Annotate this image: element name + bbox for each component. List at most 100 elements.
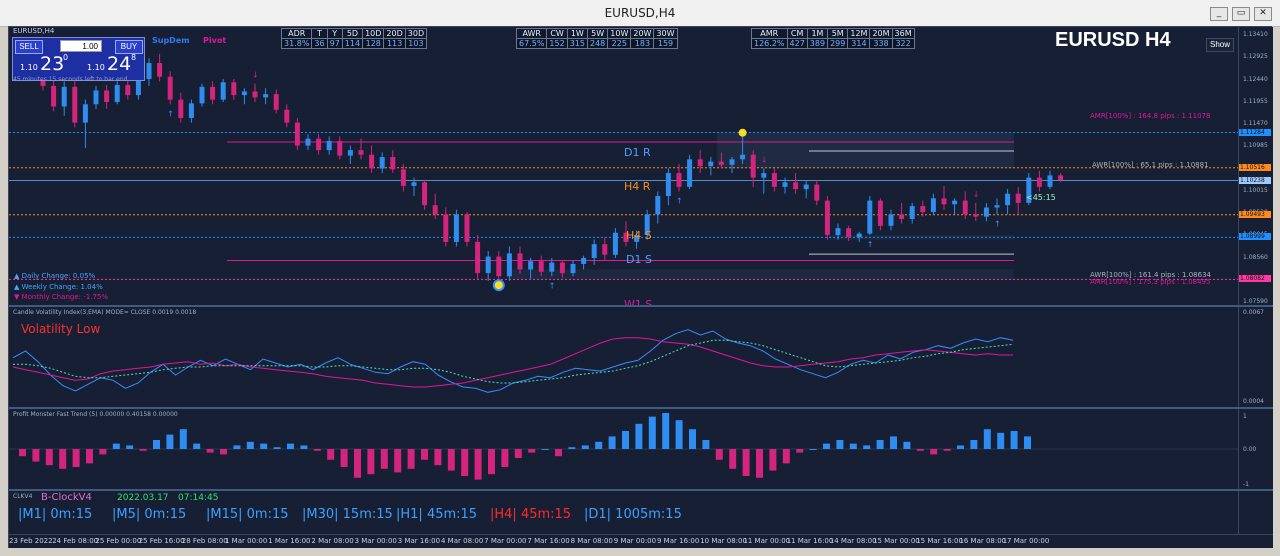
buy-price-big[interactable]: 24 bbox=[107, 53, 132, 75]
candle-body bbox=[612, 232, 618, 255]
candle-body bbox=[771, 173, 777, 187]
table_c-header-cell: 1M bbox=[806, 28, 829, 39]
restore-button[interactable]: ▭ bbox=[1232, 7, 1250, 21]
candle-body bbox=[941, 198, 947, 205]
price-tag: 1.08082 bbox=[1239, 275, 1271, 283]
candle-body bbox=[188, 103, 194, 119]
pane-separator[interactable] bbox=[9, 489, 1273, 491]
candle-body bbox=[697, 159, 703, 167]
table_c-value-cell: 322 bbox=[891, 38, 915, 49]
volatility-pane[interactable]: Candle Volatility Index(3,EMA) MODE= CLO… bbox=[9, 307, 1273, 407]
candle-body bbox=[899, 214, 905, 219]
trend-pane[interactable]: Profit Monster Fast Trend (5) 0.00000 0.… bbox=[9, 409, 1273, 489]
pivot-link[interactable]: Pivot bbox=[203, 36, 227, 45]
buy-price-sup: 8 bbox=[131, 53, 137, 62]
trend-header: Profit Monster Fast Trend (5) 0.00000 0.… bbox=[13, 411, 178, 418]
trend-bar bbox=[474, 449, 482, 480]
table_b-header-cell: AWR bbox=[515, 28, 548, 39]
table_c-value-cell: 314 bbox=[847, 38, 871, 49]
trend-histogram bbox=[9, 413, 1239, 480]
table_c-value-cell: 338 bbox=[869, 38, 893, 49]
price-scale-label: 1.10985 bbox=[1243, 142, 1268, 150]
candle-body bbox=[347, 150, 353, 156]
table_a-value-cell: 113 bbox=[383, 38, 406, 49]
level-h4r: H4 R bbox=[624, 180, 651, 193]
clock-date: 2022.03.17 bbox=[117, 493, 169, 503]
table_a-header-cell: Y bbox=[326, 28, 343, 39]
time-axis-label: 11 Mar 00:00 bbox=[743, 537, 791, 545]
trend-bar bbox=[72, 449, 80, 467]
timeframe-timer: |M1| 0m:15 bbox=[18, 507, 93, 522]
candle-body bbox=[962, 200, 968, 215]
trend-bar bbox=[608, 436, 616, 449]
trend-bar bbox=[233, 445, 241, 449]
show-button[interactable]: Show bbox=[1206, 38, 1234, 52]
candle-body bbox=[856, 233, 862, 238]
price-tag: 1.08999 bbox=[1239, 233, 1271, 241]
candle-body bbox=[210, 86, 216, 100]
candle-body bbox=[422, 182, 428, 206]
vol-scale-bottom: 0.0004 bbox=[1243, 398, 1264, 405]
level-h4s: H4 S bbox=[626, 229, 652, 242]
candle-body bbox=[1026, 177, 1032, 203]
candle-body bbox=[549, 262, 555, 272]
trend-bar bbox=[823, 443, 830, 449]
clock-pane[interactable]: CLKV4 B-ClockV4 2022.03.17 07:14:45 |M1|… bbox=[9, 491, 1273, 534]
candle-body bbox=[241, 91, 247, 96]
time-axis[interactable]: 23 Feb 2022 24 Feb 08:00 25 Feb 00:00 25 Fe… bbox=[9, 534, 1273, 548]
chart-window[interactable]: ↑ ↓ ↑ ↓ ↑ ↓ ↑ ↑ EURUSD,H4 SELL 1.00 BUY 1.10 23… bbox=[8, 26, 1273, 548]
pane-separator[interactable] bbox=[9, 407, 1273, 409]
table_b-header-cell: CW bbox=[546, 28, 568, 39]
candle-body bbox=[877, 200, 883, 226]
lot-input[interactable]: 1.00 bbox=[60, 40, 102, 52]
table_a-value-cell: 114 bbox=[341, 38, 364, 49]
sell-button[interactable]: SELL bbox=[15, 40, 43, 54]
buy-button[interactable]: BUY bbox=[115, 40, 143, 54]
pane-separator[interactable] bbox=[9, 305, 1273, 307]
price-scale[interactable]: 1.13410 1.12925 1.12440 1.11955 1.11470 1.109… bbox=[1238, 27, 1273, 305]
trend-bar bbox=[59, 449, 67, 469]
table_c-header-cell: 20M bbox=[869, 28, 893, 39]
fractal-up-icon: ↑ bbox=[549, 281, 556, 290]
amr-bottom-label: AMR[100%] : 175.3 pips : 1.08495 bbox=[1090, 278, 1211, 286]
awr-table: AWR CW 1W 5W 10W 20W 30W 67.5% 152 315 248 225 183 1… bbox=[515, 28, 678, 49]
trend-bar bbox=[675, 420, 683, 449]
candle-body bbox=[623, 232, 629, 242]
trend-bar bbox=[407, 449, 415, 469]
volatility-chart bbox=[12, 329, 1014, 393]
price-scale-label: 1.12440 bbox=[1243, 75, 1268, 83]
volatility-series-dotted bbox=[13, 339, 1014, 384]
candle-body bbox=[1015, 193, 1021, 203]
candle-body bbox=[559, 262, 565, 274]
candle-body bbox=[729, 159, 735, 165]
trend-bar bbox=[394, 449, 402, 473]
price-scale-label: 1.08560 bbox=[1243, 253, 1268, 261]
trend-bar bbox=[434, 449, 442, 466]
trend-bar bbox=[943, 449, 951, 451]
trend-bar bbox=[930, 449, 938, 455]
candle-body bbox=[930, 198, 936, 213]
trend-bar bbox=[916, 449, 924, 451]
time-axis-label: 17 Mar 00:00 bbox=[1002, 537, 1050, 545]
close-button[interactable]: ✕ bbox=[1254, 7, 1272, 21]
candle-body bbox=[591, 244, 597, 258]
candle-body bbox=[51, 85, 57, 107]
time-axis-label: 11 Mar 16:00 bbox=[786, 537, 834, 545]
vol-scale-top: 0.0067 bbox=[1243, 309, 1264, 316]
supdem-link[interactable]: SupDem bbox=[152, 36, 190, 45]
level-d1s: D1 S bbox=[626, 253, 652, 266]
price-pane[interactable]: ↑ ↓ ↑ ↓ ↑ ↓ ↑ ↑ EURUSD,H4 SELL 1.00 BUY 1.10 23… bbox=[9, 27, 1273, 305]
candle-body bbox=[337, 140, 343, 156]
candle-body bbox=[263, 94, 269, 98]
volatility-scale: 0.0067 0.0004 bbox=[1238, 307, 1273, 407]
sell-price-big[interactable]: 23 bbox=[40, 53, 65, 75]
window-title: EURUSD,H4 bbox=[604, 6, 676, 20]
trend-bar bbox=[488, 449, 495, 475]
candle-body bbox=[316, 138, 322, 151]
trend-bar bbox=[622, 431, 629, 449]
trend-bar bbox=[983, 429, 991, 449]
trend-bar bbox=[32, 449, 40, 462]
price-chart[interactable]: ↑ ↓ ↑ ↓ ↑ ↓ ↑ ↑ bbox=[9, 27, 1239, 305]
minimize-button[interactable]: _ bbox=[1210, 7, 1228, 21]
candle-body bbox=[793, 182, 799, 190]
